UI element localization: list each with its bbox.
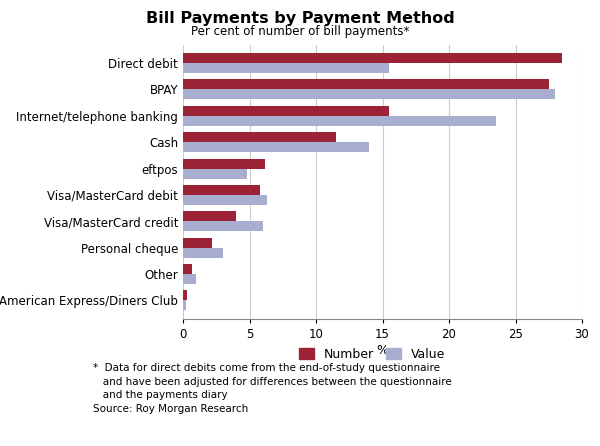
Bar xyxy=(183,274,196,284)
Bar xyxy=(183,238,212,248)
Bar xyxy=(183,63,389,73)
Bar xyxy=(183,301,185,310)
Text: Source: Roy Morgan Research: Source: Roy Morgan Research xyxy=(93,404,248,413)
Bar xyxy=(183,221,263,231)
Bar xyxy=(183,290,187,301)
Bar xyxy=(183,90,556,99)
Bar xyxy=(183,264,193,274)
Bar xyxy=(183,169,247,178)
Text: and the payments diary: and the payments diary xyxy=(93,390,227,400)
Bar xyxy=(183,132,336,142)
Text: Bill Payments by Payment Method: Bill Payments by Payment Method xyxy=(146,11,454,26)
Bar xyxy=(183,211,236,221)
Text: Per cent of number of bill payments*: Per cent of number of bill payments* xyxy=(191,25,409,37)
Bar xyxy=(183,195,267,205)
Bar xyxy=(183,142,369,152)
Bar xyxy=(183,248,223,258)
Bar xyxy=(183,185,260,195)
Text: *  Data for direct debits come from the end-of-study questionnaire: * Data for direct debits come from the e… xyxy=(93,363,440,373)
Bar xyxy=(183,158,265,169)
Bar xyxy=(183,53,562,63)
Bar xyxy=(183,116,496,126)
Legend: Number, Value: Number, Value xyxy=(293,343,451,366)
Bar xyxy=(183,106,389,116)
X-axis label: %: % xyxy=(377,344,389,357)
Text: and have been adjusted for differences between the questionnaire: and have been adjusted for differences b… xyxy=(93,377,452,387)
Bar xyxy=(183,79,549,90)
